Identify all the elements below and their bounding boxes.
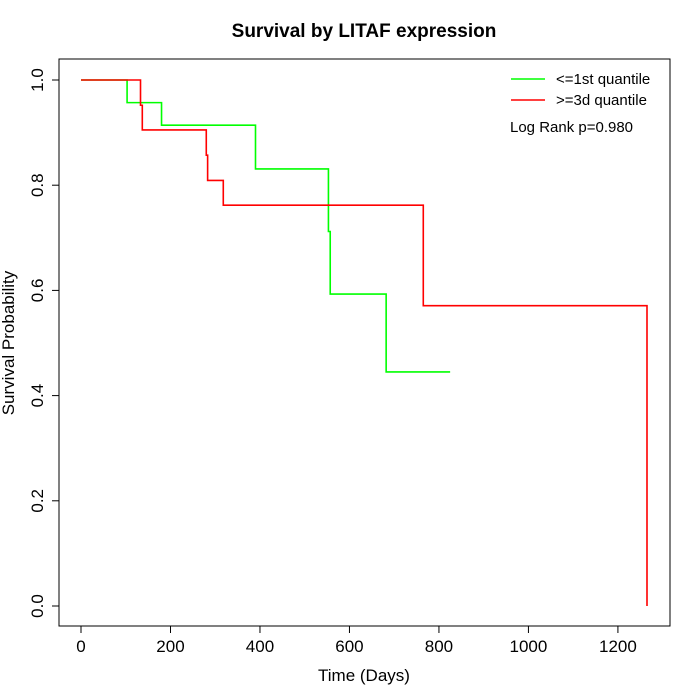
legend-label-2: >=3d quantile <box>556 92 647 109</box>
y-tick-label: 0.2 <box>28 489 47 513</box>
x-tick-label: 600 <box>335 637 363 656</box>
y-tick-label: 0.8 <box>28 173 47 197</box>
series-line-2 <box>81 79 648 606</box>
x-tick-label: 200 <box>156 637 184 656</box>
y-tick-label: 0.6 <box>28 279 47 303</box>
series-line-1 <box>81 79 451 373</box>
x-tick-label: 1000 <box>510 637 548 656</box>
y-tick-label: 0.0 <box>28 594 47 618</box>
x-tick-label: 400 <box>246 637 274 656</box>
y-tick-label: 1.0 <box>28 68 47 92</box>
x-tick-label: 800 <box>425 637 453 656</box>
x-tick-label: 1200 <box>599 637 637 656</box>
x-axis-label: Time (Days) <box>318 666 410 685</box>
chart-title: Survival by LITAF expression <box>232 21 497 42</box>
y-axis-label: Survival Probability <box>0 270 18 415</box>
x-tick-label: 0 <box>76 637 85 656</box>
y-axis: 0.0 0.2 0.4 0.6 0.8 1.0 <box>28 68 60 618</box>
y-tick-label: 0.4 <box>28 384 47 408</box>
log-rank-annotation: Log Rank p=0.980 <box>510 119 633 136</box>
x-axis: 0 200 400 600 800 1000 1200 <box>76 625 637 656</box>
legend-label-1: <=1st quantile <box>556 71 650 88</box>
legend: <=1st quantile >=3d quantile <box>511 71 650 109</box>
series-layer <box>81 79 648 606</box>
